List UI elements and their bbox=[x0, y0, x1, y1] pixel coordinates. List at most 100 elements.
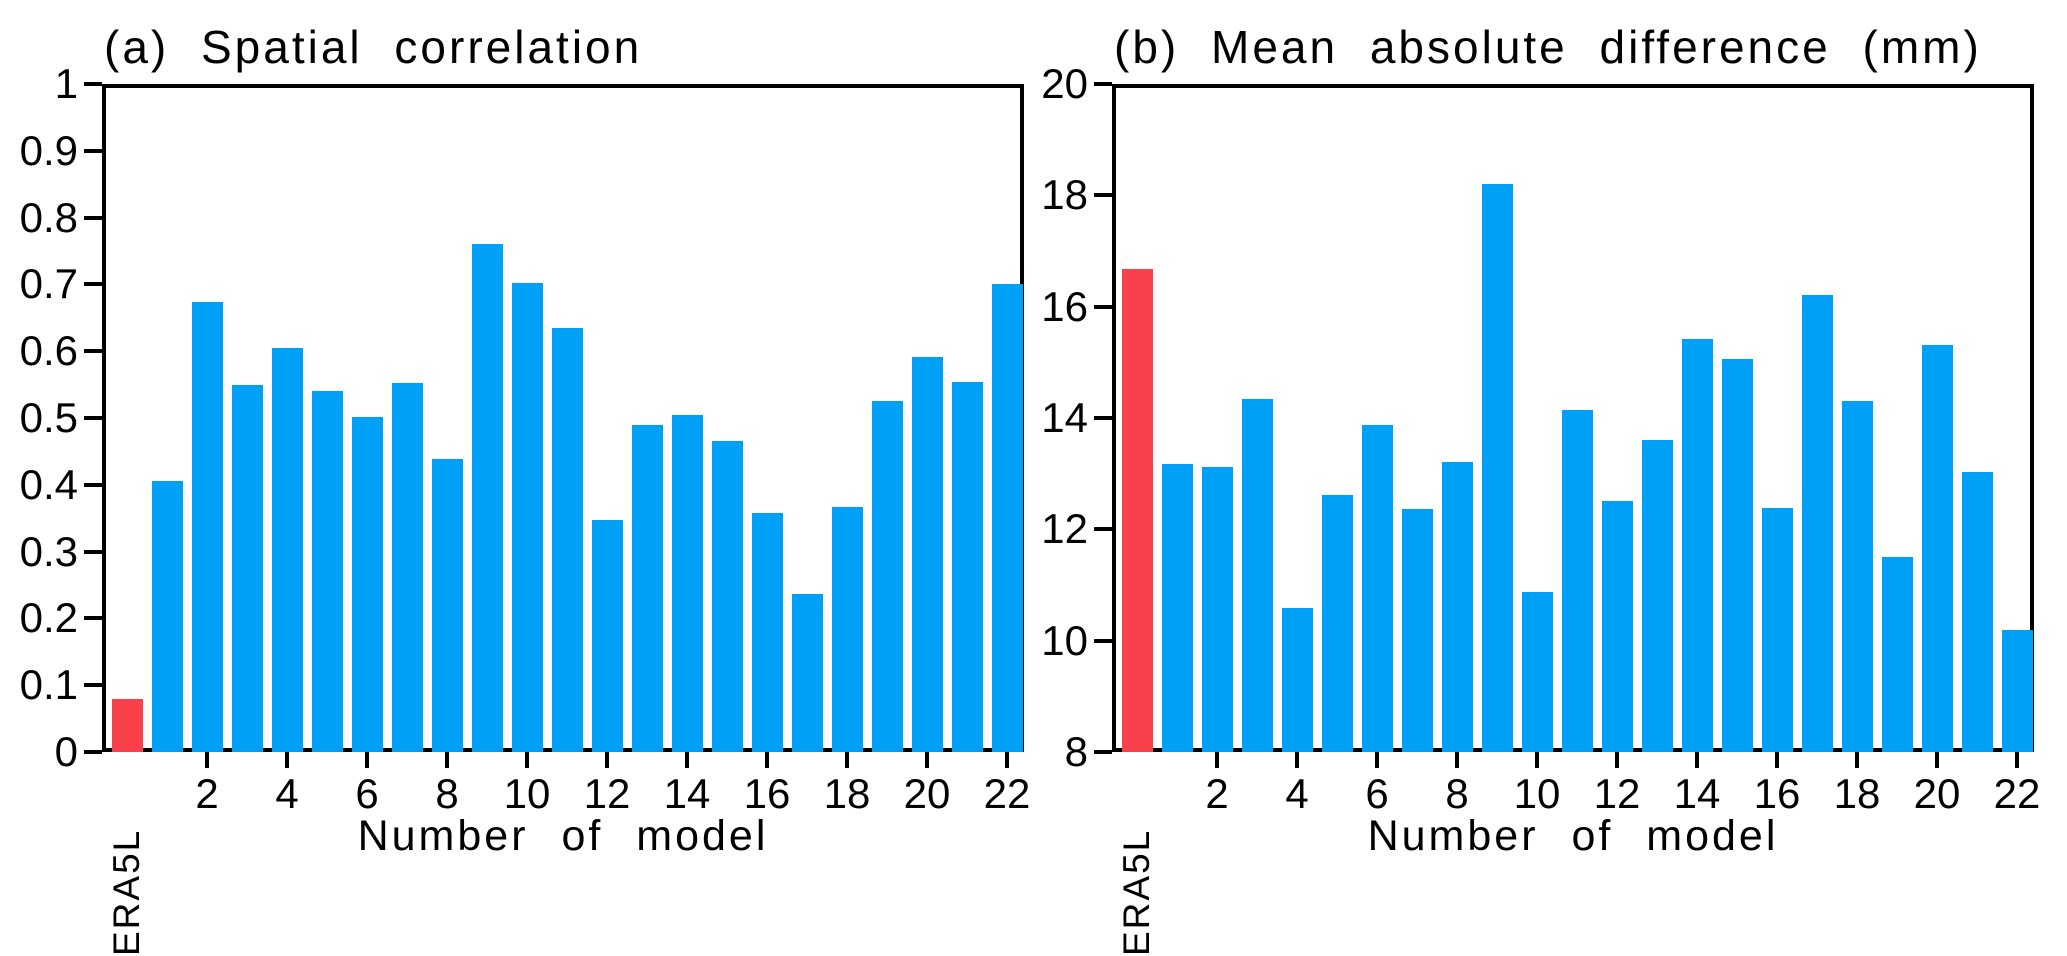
bar-model-22 bbox=[991, 283, 1023, 752]
bar-model-10 bbox=[1521, 591, 1553, 752]
panel-mean-absolute-difference: (b) Mean absolute difference (mm) ERA5L … bbox=[1041, 21, 2040, 956]
bar-model-11 bbox=[551, 328, 583, 752]
panel-b-title: (b) Mean absolute difference (mm) bbox=[1114, 21, 1982, 73]
x-axis-tick-label: 18 bbox=[1833, 770, 1881, 817]
y-axis-tick bbox=[84, 482, 102, 487]
y-axis-tick-label: 20 bbox=[1041, 60, 1088, 107]
x-axis-tick-label: 14 bbox=[663, 770, 711, 817]
x-axis-tick bbox=[845, 752, 849, 768]
y-axis-tick bbox=[84, 750, 102, 754]
x-axis-tick-label: 16 bbox=[1753, 770, 1801, 817]
x-axis-tick-label: 6 bbox=[355, 770, 379, 817]
bar-model-20 bbox=[1921, 345, 1953, 752]
bar-model-3 bbox=[231, 384, 263, 752]
bar-model-7 bbox=[1401, 509, 1433, 752]
y-axis-tick bbox=[84, 416, 102, 420]
bar-model-22 bbox=[2001, 630, 2033, 752]
y-axis-tick-label: 12 bbox=[1041, 505, 1088, 553]
x-axis-tick-label: 2 bbox=[1205, 770, 1229, 817]
x-axis-tick-label: 20 bbox=[1913, 770, 1961, 817]
y-axis-tick-label: 0.2 bbox=[19, 594, 78, 642]
y-axis-tick bbox=[1094, 416, 1112, 420]
x-axis-tick bbox=[1615, 752, 1619, 768]
x-axis-tick bbox=[1935, 752, 1939, 768]
y-axis-tick-label: 1 bbox=[54, 60, 78, 107]
x-axis-tick bbox=[1455, 752, 1459, 768]
x-axis-tick bbox=[1535, 752, 1539, 768]
bar-model-11 bbox=[1561, 409, 1593, 752]
bar-model-19 bbox=[871, 401, 903, 752]
bar-model-3 bbox=[1241, 398, 1273, 752]
x-axis-tick bbox=[1005, 752, 1009, 768]
y-axis-tick-label: 8 bbox=[1064, 728, 1088, 775]
bar-model-20 bbox=[911, 356, 943, 752]
panel-a-title: (a) Spatial correlation bbox=[104, 21, 643, 73]
bar-model-16 bbox=[751, 512, 783, 752]
x-axis-tick bbox=[1695, 752, 1699, 768]
bar-model-15 bbox=[711, 441, 743, 752]
bar-model-21 bbox=[951, 381, 983, 752]
x-axis-tick-label: 10 bbox=[503, 770, 551, 817]
x-axis-tick-label: 16 bbox=[743, 770, 791, 817]
panel-b-era5l-tick-label: ERA5L bbox=[1116, 828, 1157, 956]
y-axis-tick bbox=[1094, 750, 1112, 754]
x-axis-tick bbox=[605, 752, 609, 768]
y-axis-tick-label: 0 bbox=[54, 728, 78, 775]
y-axis-tick-label: 0.7 bbox=[19, 260, 78, 308]
bar-model-12 bbox=[1601, 501, 1633, 752]
bar-model-8 bbox=[1441, 461, 1473, 752]
bar-era5l bbox=[1121, 269, 1153, 752]
bar-era5l bbox=[111, 699, 143, 752]
bar-model-9 bbox=[471, 244, 503, 752]
x-axis-tick-label: 18 bbox=[823, 770, 871, 817]
x-axis-tick bbox=[1215, 752, 1219, 768]
bar-model-21 bbox=[1961, 471, 1993, 752]
y-axis-tick-label: 0.8 bbox=[19, 193, 78, 241]
panel-a-x-axis-title: Number of model bbox=[357, 812, 769, 860]
x-axis-tick-label: 4 bbox=[1285, 770, 1309, 817]
bar-model-8 bbox=[431, 458, 463, 752]
bar-model-18 bbox=[1841, 401, 1873, 752]
y-axis-tick bbox=[1094, 638, 1112, 643]
y-axis-tick-label: 0.3 bbox=[19, 527, 78, 575]
y-axis-tick-label: 16 bbox=[1041, 282, 1088, 330]
bar-model-18 bbox=[831, 506, 863, 752]
x-axis-tick bbox=[2015, 752, 2019, 768]
y-axis-tick-label: 10 bbox=[1041, 616, 1088, 664]
x-axis-tick-label: 4 bbox=[275, 770, 299, 817]
bar-model-13 bbox=[1641, 439, 1673, 752]
y-axis-tick-label: 14 bbox=[1041, 394, 1088, 441]
figure-canvas: { "colors": { "bar_blue": "#00A0F6", "ba… bbox=[19, 21, 2041, 956]
x-axis-tick bbox=[765, 752, 769, 768]
y-axis-tick bbox=[84, 616, 102, 621]
y-axis-tick bbox=[1094, 82, 1112, 86]
y-axis-tick bbox=[1094, 527, 1112, 532]
x-axis-tick-label: 14 bbox=[1673, 770, 1721, 817]
panel-a-era5l-tick-label: ERA5L bbox=[106, 828, 147, 956]
x-axis-tick bbox=[685, 752, 689, 768]
bar-model-19 bbox=[1881, 557, 1913, 752]
bar-model-14 bbox=[671, 414, 703, 752]
bar-model-5 bbox=[1321, 495, 1353, 752]
y-axis-tick bbox=[84, 82, 102, 86]
bar-model-10 bbox=[511, 283, 543, 752]
bar-model-15 bbox=[1721, 358, 1753, 752]
x-axis-tick bbox=[525, 752, 529, 768]
bar-model-14 bbox=[1681, 339, 1713, 752]
bar-model-13 bbox=[631, 425, 663, 752]
x-axis-tick bbox=[925, 752, 929, 768]
bar-model-4 bbox=[271, 347, 303, 752]
y-axis-tick-label: 0.9 bbox=[19, 126, 78, 174]
y-axis-tick bbox=[84, 215, 102, 220]
bar-model-4 bbox=[1281, 608, 1313, 752]
x-axis-tick-label: 8 bbox=[435, 770, 459, 817]
bar-model-12 bbox=[591, 519, 623, 752]
x-axis-tick bbox=[205, 752, 209, 768]
x-axis-tick bbox=[285, 752, 289, 768]
x-axis-tick bbox=[445, 752, 449, 768]
y-axis-tick bbox=[1094, 193, 1112, 198]
x-axis-tick bbox=[365, 752, 369, 768]
bar-model-17 bbox=[1801, 295, 1833, 752]
x-axis-tick-label: 2 bbox=[195, 770, 219, 817]
y-axis-tick-label: 18 bbox=[1041, 171, 1088, 219]
